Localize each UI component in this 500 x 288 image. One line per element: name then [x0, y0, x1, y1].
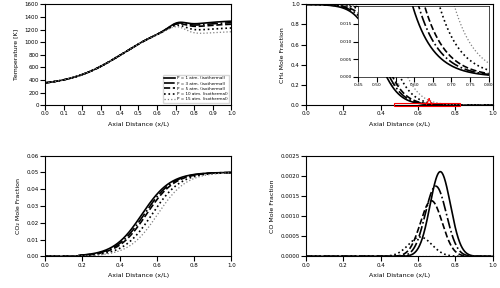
X-axis label: Axial Distance (x/L): Axial Distance (x/L) — [108, 273, 169, 278]
Y-axis label: CO Mole Fraction: CO Mole Fraction — [270, 179, 275, 233]
Legend: P = 1 atm. (isothermal), P = 3 atm. (isothermal), P = 5 atm. (isothermal), P = 1: P = 1 atm. (isothermal), P = 3 atm. (iso… — [163, 75, 230, 103]
X-axis label: Axial Distance (x/L): Axial Distance (x/L) — [108, 122, 169, 127]
X-axis label: Axial Distance (x/L): Axial Distance (x/L) — [368, 122, 430, 127]
Bar — [394, 103, 460, 106]
Y-axis label: CH₄ Mole Fraction: CH₄ Mole Fraction — [280, 27, 285, 83]
X-axis label: Axial Distance (x/L): Axial Distance (x/L) — [368, 273, 430, 278]
Y-axis label: CO₂ Mole Fraction: CO₂ Mole Fraction — [16, 178, 21, 234]
Y-axis label: Temperature [K]: Temperature [K] — [14, 29, 19, 80]
